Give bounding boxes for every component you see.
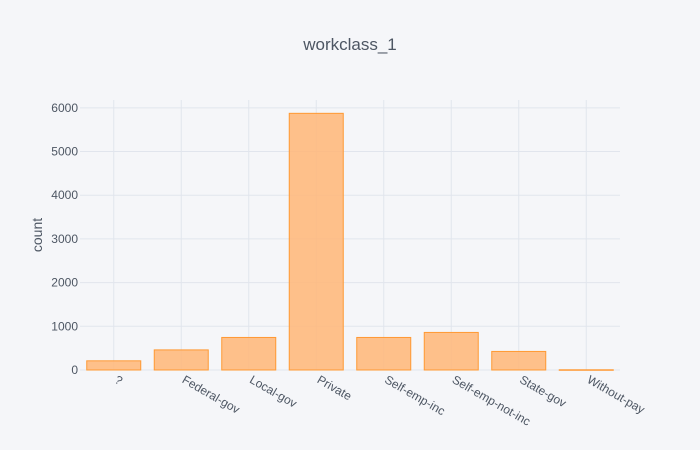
y-tick-label: 3000	[51, 232, 78, 246]
y-tick-label: 0	[71, 363, 78, 377]
bar	[491, 350, 547, 371]
y-tick-label: 6000	[51, 101, 78, 115]
y-tick-label: 2000	[51, 276, 78, 290]
bar	[221, 336, 277, 371]
bar	[558, 369, 614, 371]
bar	[86, 360, 142, 371]
bar	[356, 336, 412, 371]
y-tick-label: 5000	[51, 145, 78, 159]
y-axis-title: count	[29, 218, 45, 252]
y-tick-label: 4000	[51, 188, 78, 202]
bars	[86, 112, 614, 371]
y-axis-ticks: 0 1000 2000 3000 4000 5000 6000	[51, 101, 78, 377]
chart-title: workclass_1	[302, 35, 397, 54]
bar	[153, 349, 209, 371]
bar	[288, 112, 344, 371]
bar	[423, 331, 479, 371]
y-tick-label: 1000	[51, 319, 78, 333]
